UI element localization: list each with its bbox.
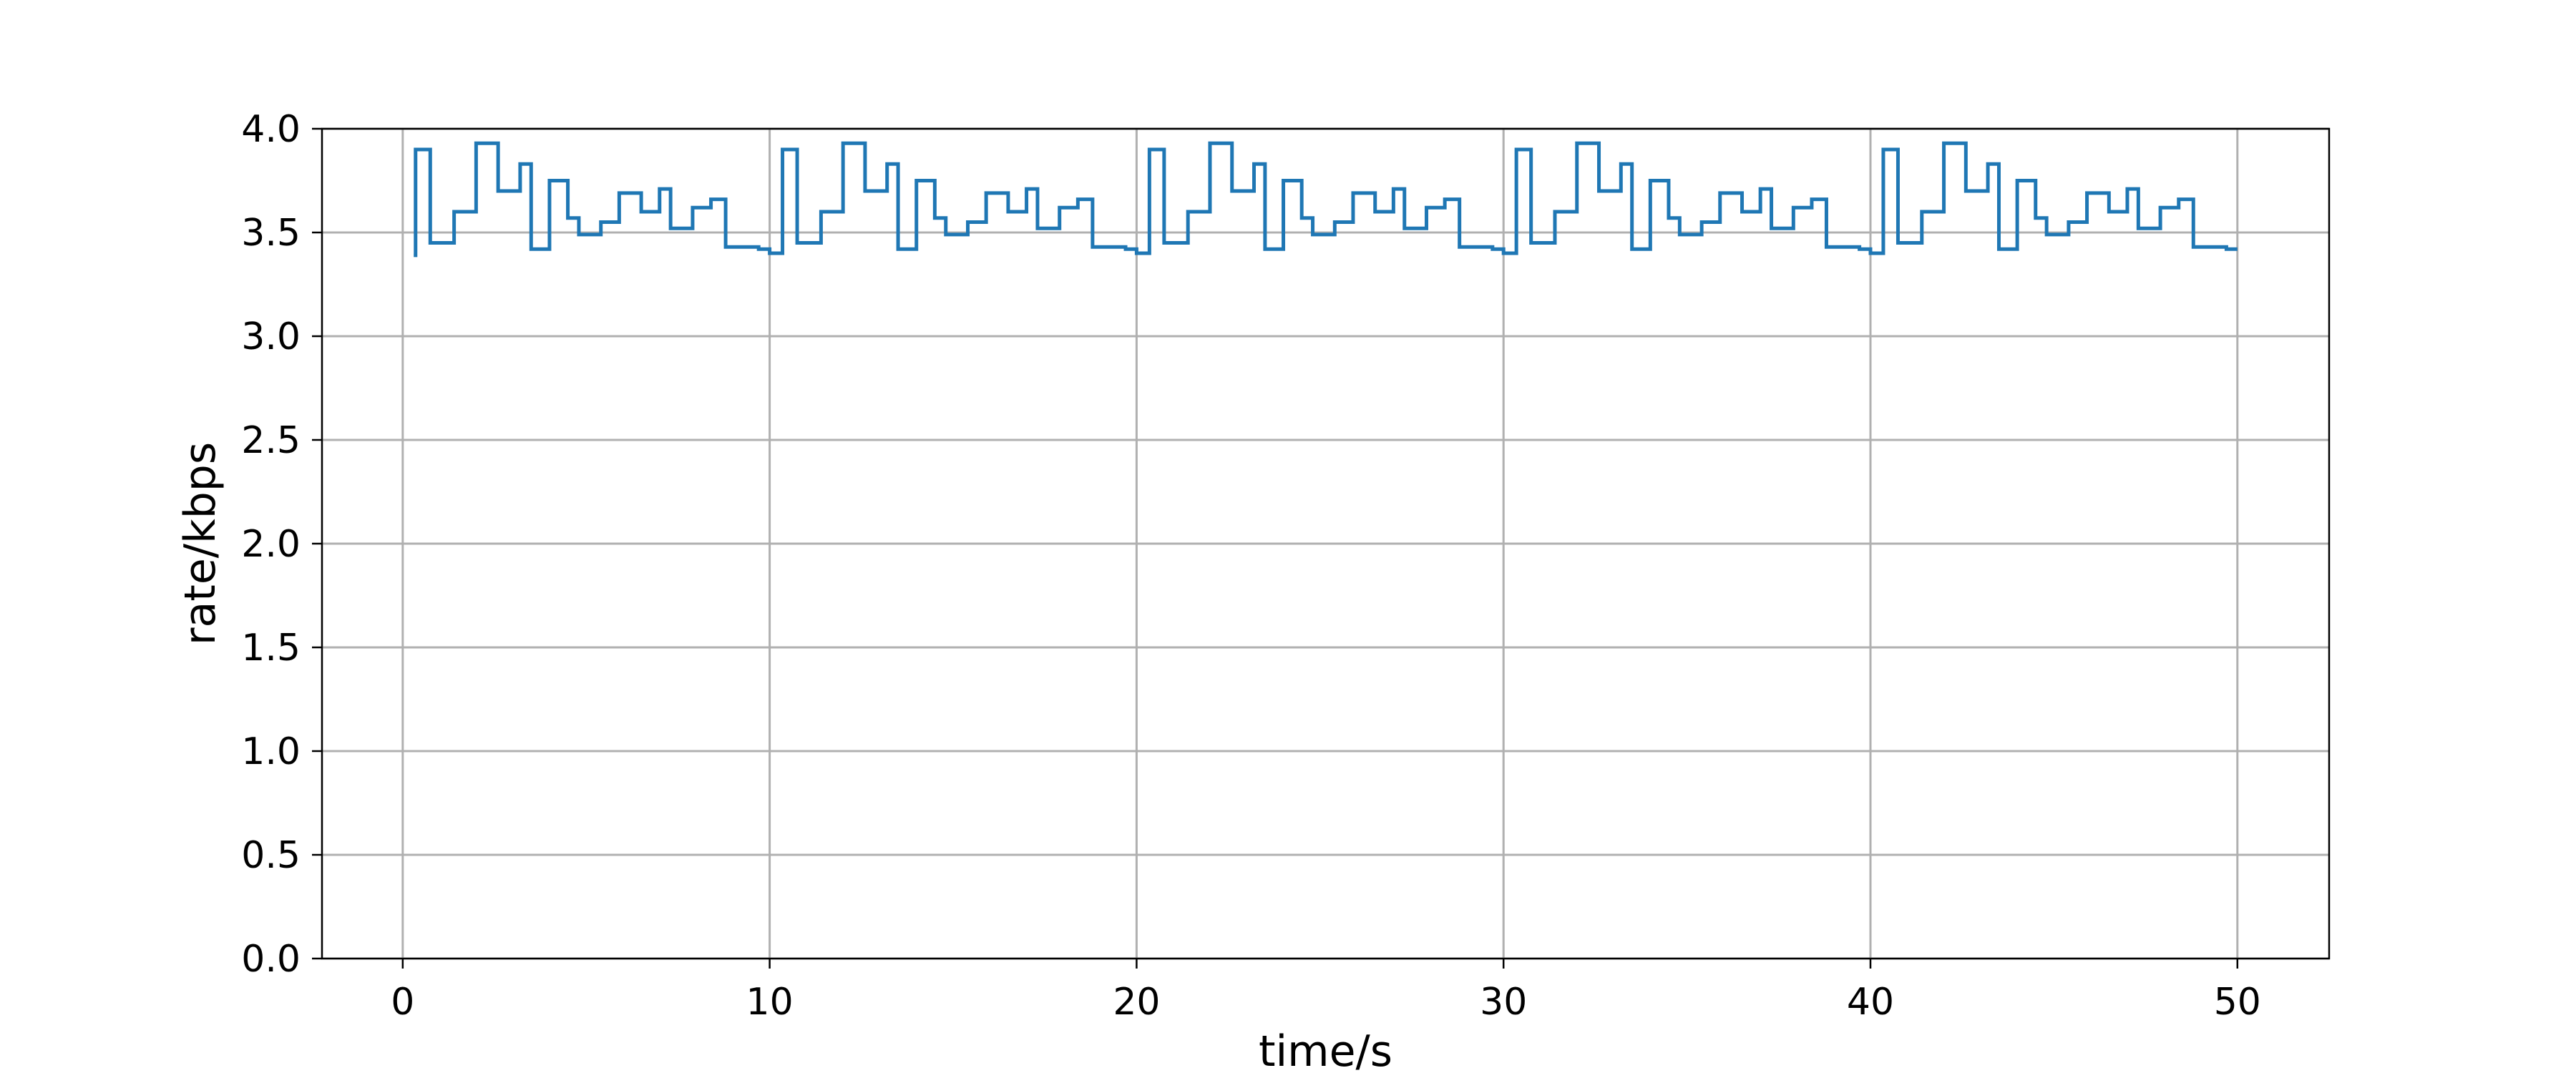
y-tick-label: 1.0 [241,730,301,773]
ticks: 0 10 20 30 40 50 0.0 0.5 1.0 1.5 2.0 2.5 3.0 3.5 4.0 [241,108,2261,1024]
y-tick-label: 0.5 [241,834,301,877]
y-axis-label: rate/kbps [175,442,225,645]
y-tick-label: 4.0 [241,108,301,151]
x-tick-label: 30 [1480,981,1527,1024]
x-tick-label: 40 [1847,981,1894,1024]
x-tick-label: 20 [1113,981,1160,1024]
series-line [414,141,2238,258]
y-tick-label: 0.0 [241,938,301,981]
y-tick-label: 2.0 [241,523,301,566]
x-tick-label: 0 [391,981,414,1024]
y-tick-label: 1.5 [241,627,301,670]
x-tick-label: 50 [2214,981,2261,1024]
y-tick-label: 2.5 [241,419,301,462]
series-layer [414,141,2238,258]
x-axis-label: time/s [1259,1027,1392,1073]
y-tick-label: 3.5 [241,212,301,255]
grid [322,127,2329,960]
x-tick-label: 10 [746,981,794,1024]
y-tick-label: 3.0 [241,315,301,358]
